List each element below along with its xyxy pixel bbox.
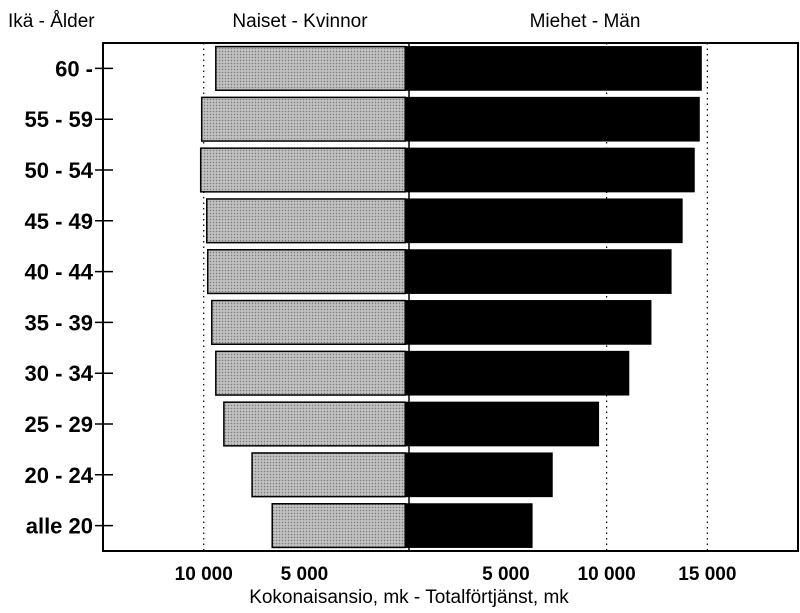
y-tick-label: 45 - 49 xyxy=(25,209,94,234)
legend-women: Naiset - Kvinnor xyxy=(232,11,368,32)
bar-men xyxy=(404,300,652,345)
y-tick-label: alle 20 xyxy=(26,514,93,539)
y-tick-label: 50 - 54 xyxy=(25,158,94,183)
bar-men xyxy=(404,249,672,294)
x-axis-label: Kokonaisansio, mk - Totalförtjänst, mk xyxy=(249,587,569,608)
bar-women xyxy=(215,350,406,396)
bar-men xyxy=(404,46,702,91)
bar-men xyxy=(404,198,683,244)
y-tick-label: 30 - 34 xyxy=(25,361,94,386)
bar-women xyxy=(271,503,406,549)
bar-men xyxy=(404,503,533,548)
bar-women xyxy=(205,198,406,244)
bar-women xyxy=(207,249,406,295)
bar-men xyxy=(404,96,700,142)
y-tick-label: 55 - 59 xyxy=(25,107,94,132)
y-tick-label: 60 - xyxy=(55,56,93,81)
legend-men: Miehet - Män xyxy=(530,11,641,32)
x-tick-label: 15 000 xyxy=(678,564,736,585)
bar-men xyxy=(404,147,695,193)
x-tick-label: 10 000 xyxy=(175,564,233,585)
bar-men xyxy=(404,401,600,447)
x-tick-label: 5 000 xyxy=(482,564,530,585)
bar-women xyxy=(251,452,406,498)
bar-women xyxy=(200,96,406,142)
bar-women xyxy=(211,299,406,345)
y-tick-label: 20 - 24 xyxy=(25,463,94,488)
y-tick-label: 40 - 44 xyxy=(25,260,94,285)
y-axis-header: Ikä - Ålder xyxy=(8,11,95,32)
plot-frame xyxy=(102,42,799,552)
bar-women xyxy=(199,147,406,193)
x-tick-label: 5 000 xyxy=(281,564,329,585)
bar-women xyxy=(215,45,406,91)
y-tick-label: 35 - 39 xyxy=(25,310,94,335)
y-tick-label: 25 - 29 xyxy=(25,412,94,437)
x-tick-label: 10 000 xyxy=(578,564,636,585)
bar-women xyxy=(223,401,406,447)
bar-men xyxy=(404,452,553,498)
bar-men xyxy=(404,350,630,396)
